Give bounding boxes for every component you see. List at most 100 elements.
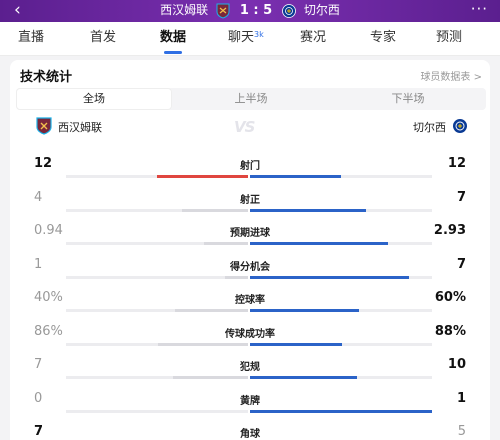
chelsea-crest-icon bbox=[452, 117, 468, 135]
player-stats-link[interactable]: 球员数据表 > bbox=[420, 72, 482, 83]
away-bar-track bbox=[250, 309, 432, 312]
header-away-team: 切尔西 bbox=[303, 3, 340, 17]
tab-3[interactable]: 聊天 3k bbox=[228, 28, 264, 48]
tab-label: 首发 bbox=[90, 30, 117, 45]
stat-label: 黄牌 bbox=[240, 395, 260, 407]
stat-row: 40% 控球率 60% bbox=[10, 290, 490, 320]
match-score-bar: 西汉姆联 1 : 5 切尔西 bbox=[0, 2, 500, 19]
away-bar-track bbox=[250, 409, 432, 413]
home-value: 7 bbox=[34, 424, 44, 439]
home-value: 0.94 bbox=[34, 223, 63, 238]
home-bar-track bbox=[66, 376, 248, 379]
home-bar-fill bbox=[181, 208, 248, 212]
stat-label: 得分机会 bbox=[230, 261, 270, 273]
home-value: 4 bbox=[34, 189, 43, 205]
home-value: 40% bbox=[34, 290, 63, 305]
home-bar-track bbox=[66, 409, 248, 413]
away-value: 1 bbox=[456, 390, 466, 406]
away-team-name: 切尔西 bbox=[413, 121, 446, 134]
home-bar-track bbox=[66, 175, 248, 178]
stat-row: 0 黄牌 1 bbox=[10, 391, 490, 421]
teams-row: 西汉姆联 VS 切尔西 bbox=[10, 116, 490, 136]
stat-row: 7 角球 5 bbox=[10, 424, 490, 440]
tab-5[interactable]: 专家 bbox=[370, 28, 396, 48]
away-value: 7 bbox=[456, 256, 466, 272]
tab-0[interactable]: 直播 bbox=[18, 28, 44, 48]
section-title: 技术统计 bbox=[20, 70, 73, 85]
more-dots-icon[interactable]: ··· bbox=[470, 0, 488, 18]
home-bar-track bbox=[66, 208, 248, 212]
stat-label: 射正 bbox=[240, 194, 260, 206]
period-segmented-control: 全场 上半场 下半场 bbox=[16, 88, 486, 110]
tab-active-indicator bbox=[164, 51, 182, 54]
tab-label: 赛况 bbox=[300, 30, 327, 45]
away-value: 2.93 bbox=[433, 223, 466, 238]
away-bar-track bbox=[250, 242, 432, 245]
stat-label: 传球成功率 bbox=[225, 328, 275, 340]
segment-2[interactable]: 下半场 bbox=[391, 92, 425, 105]
stat-row: 0.94 预期进球 2.93 bbox=[10, 223, 490, 253]
header-home-team: 西汉姆联 bbox=[160, 3, 209, 17]
stat-row: 12 射门 12 bbox=[10, 156, 490, 186]
west-ham-crest-icon bbox=[36, 117, 52, 135]
away-bar-track bbox=[250, 275, 432, 279]
stat-row: 4 射正 7 bbox=[10, 190, 490, 220]
away-bar-fill bbox=[250, 208, 366, 212]
away-value: 88% bbox=[434, 323, 466, 339]
tab-label: 专家 bbox=[370, 30, 397, 45]
tab-6[interactable]: 预测 bbox=[436, 28, 462, 48]
home-bar-fill bbox=[173, 376, 248, 379]
away-bar-fill bbox=[250, 175, 341, 178]
match-tabs: 直播 首发 数据 聊天 3k 赛况 专家 预测 bbox=[0, 22, 500, 56]
home-team-name: 西汉姆联 bbox=[58, 121, 102, 134]
home-bar-track bbox=[66, 309, 248, 312]
tab-badge: 3k bbox=[254, 30, 264, 39]
home-value: 0 bbox=[34, 390, 43, 406]
away-bar-track bbox=[250, 376, 432, 379]
away-bar-track bbox=[250, 175, 432, 178]
away-bar-fill bbox=[250, 275, 410, 279]
home-value: 1 bbox=[34, 256, 43, 272]
tab-label: 预测 bbox=[436, 30, 463, 45]
tab-2[interactable]: 数据 bbox=[160, 28, 187, 54]
home-bar-fill bbox=[225, 275, 248, 279]
stat-label: 角球 bbox=[240, 429, 260, 440]
home-bar-track bbox=[66, 342, 248, 346]
segment-1[interactable]: 上半场 bbox=[234, 92, 268, 105]
home-bar-track bbox=[66, 275, 248, 279]
stat-label: 犯规 bbox=[240, 362, 260, 373]
away-bar-fill bbox=[250, 409, 432, 413]
tab-label: 直播 bbox=[18, 30, 45, 45]
stat-label: 控球率 bbox=[235, 295, 265, 306]
home-bar-fill bbox=[175, 309, 248, 312]
home-bar-fill bbox=[158, 342, 248, 346]
home-bar-fill bbox=[203, 242, 248, 245]
stat-label: 射门 bbox=[240, 161, 260, 172]
header-score: 1 : 5 bbox=[239, 3, 273, 18]
back-icon[interactable]: ‹ bbox=[14, 0, 21, 20]
home-bar-track bbox=[66, 242, 248, 245]
chelsea-crest-icon bbox=[282, 3, 296, 19]
away-value: 5 bbox=[457, 424, 466, 439]
away-value: 60% bbox=[434, 290, 466, 305]
away-bar-fill bbox=[250, 242, 388, 245]
away-value: 10 bbox=[447, 357, 466, 372]
vs-mark: VS bbox=[234, 118, 255, 136]
segment-0[interactable]: 全场 bbox=[16, 88, 172, 110]
home-value: 7 bbox=[34, 357, 43, 372]
west-ham-crest-icon bbox=[216, 3, 230, 19]
stat-row: 86% 传球成功率 88% bbox=[10, 324, 490, 354]
away-bar-fill bbox=[250, 376, 358, 379]
away-bar-fill bbox=[250, 309, 360, 312]
match-header: ‹ 西汉姆联 1 : 5 切尔西 ··· bbox=[0, 0, 500, 22]
away-bar-fill bbox=[250, 342, 343, 346]
home-value: 86% bbox=[34, 323, 63, 339]
tab-4[interactable]: 赛况 bbox=[300, 28, 326, 48]
away-bar-track bbox=[250, 342, 432, 346]
tab-label: 聊天 bbox=[228, 30, 255, 45]
stat-row: 7 犯规 10 bbox=[10, 357, 490, 387]
stat-row: 1 得分机会 7 bbox=[10, 257, 490, 287]
away-value: 7 bbox=[456, 189, 466, 205]
tab-label: 数据 bbox=[160, 30, 187, 45]
tab-1[interactable]: 首发 bbox=[90, 28, 116, 48]
